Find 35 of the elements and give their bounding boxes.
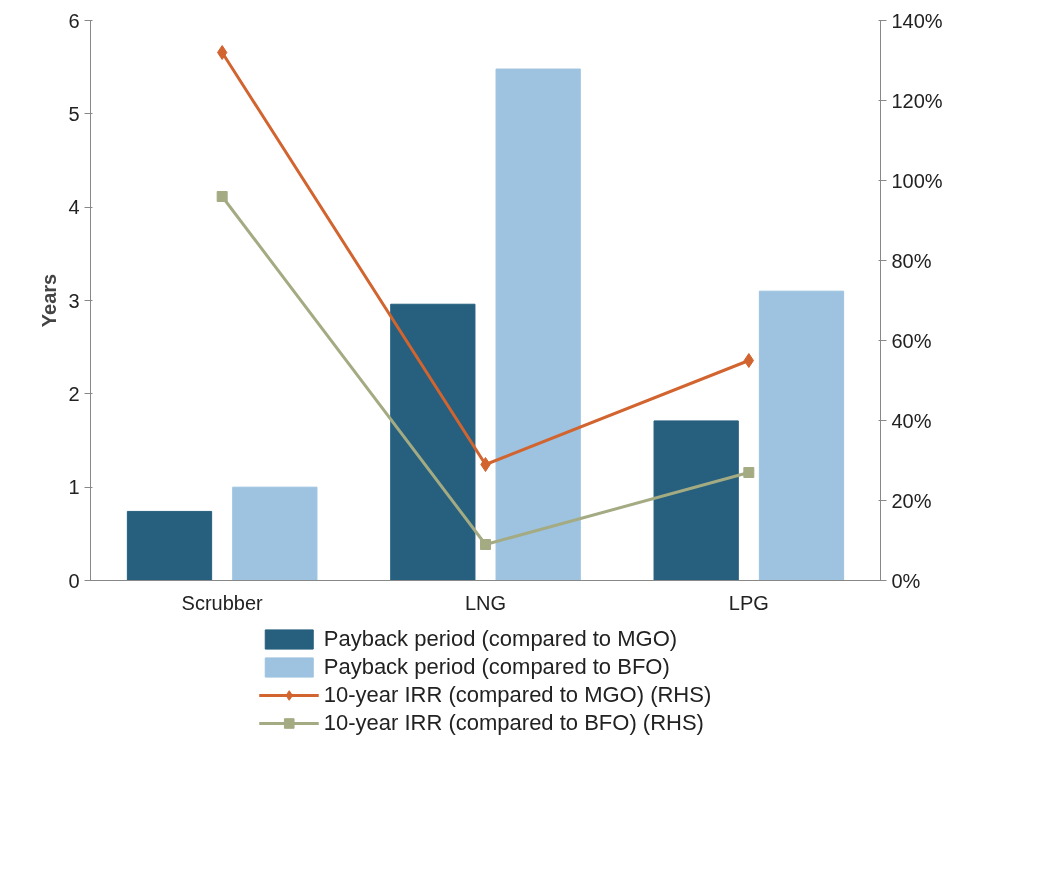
y-axis-title: Years: [38, 273, 61, 328]
y-tick-label: 5: [68, 102, 80, 125]
point: [743, 467, 755, 478]
y2-tick-label: 120%: [891, 89, 943, 112]
x-tick-label: Scrubber: [181, 591, 264, 614]
y2-tick-label: 100%: [891, 169, 943, 192]
bar: [758, 290, 845, 581]
y2-tick-label: 20%: [891, 489, 932, 512]
y2-tick-label: 140%: [891, 9, 943, 32]
point: [216, 191, 228, 202]
y2-tick-label: 80%: [891, 249, 932, 272]
point: [480, 457, 491, 472]
bar: [495, 68, 581, 581]
legend-label: Payback period (compared to MGO): [323, 626, 678, 652]
y-tick-label: 0: [68, 569, 80, 592]
x-tick-label: LPG: [728, 591, 769, 614]
legend-label: 10-year IRR (compared to BFO) (RHS): [323, 710, 704, 736]
y2-tick-label: 40%: [891, 409, 932, 432]
y-tick-label: 6: [68, 9, 80, 32]
point: [743, 353, 754, 368]
x-tick-label: LNG: [464, 591, 507, 614]
y-tick-label: 2: [68, 382, 80, 405]
bar: [390, 303, 476, 581]
y2-tick-label: 60%: [891, 329, 932, 352]
point: [480, 539, 491, 550]
y2-tick-label: 0%: [891, 569, 921, 592]
bar: [653, 420, 739, 581]
point: [217, 45, 228, 60]
bar: [232, 486, 318, 581]
bar: [126, 510, 213, 581]
legend-label: Payback period (compared to BFO): [323, 654, 670, 680]
y-tick-label: 1: [68, 476, 80, 499]
y-tick-label: 4: [68, 196, 80, 219]
y-tick-label: 3: [68, 289, 80, 312]
legend-label: 10-year IRR (compared to MGO) (RHS): [323, 682, 712, 708]
